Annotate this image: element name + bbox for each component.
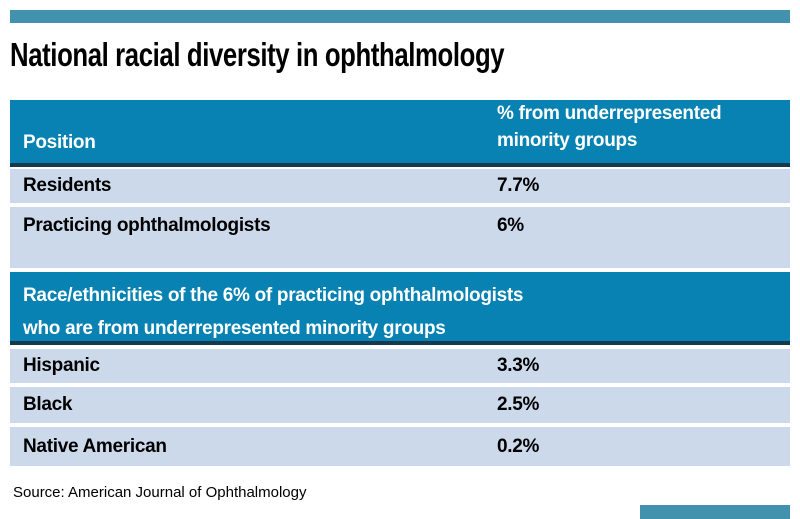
top-accent-bar bbox=[10, 10, 790, 23]
column-header-percent: % from underrepresented minority groups bbox=[497, 100, 790, 154]
table-row: Hispanic 3.3% bbox=[10, 349, 790, 383]
row-value-black: 2.5% bbox=[497, 394, 540, 415]
bottom-accent-bar bbox=[640, 505, 790, 519]
table-row: Practicing ophthalmologists 6% bbox=[10, 207, 790, 268]
table-row: Residents 7.7% bbox=[10, 169, 790, 203]
column-header-position: Position bbox=[23, 132, 96, 153]
table-row: Black 2.5% bbox=[10, 387, 790, 423]
table-header-row: Position % from underrepresented minorit… bbox=[10, 100, 790, 167]
row-label-practicing-ophthalmologists: Practicing ophthalmologists bbox=[23, 215, 271, 236]
row-value-native-american: 0.2% bbox=[497, 435, 540, 457]
source-attribution: Source: American Journal of Ophthalmolog… bbox=[13, 484, 307, 501]
row-label-residents: Residents bbox=[23, 175, 112, 196]
page-title: National racial diversity in ophthalmolo… bbox=[10, 36, 505, 73]
row-label-black: Black bbox=[23, 394, 73, 415]
diversity-table: Position % from underrepresented minorit… bbox=[10, 100, 790, 466]
row-value-practicing-ophthalmologists: 6% bbox=[497, 215, 524, 236]
section-header-line2: who are from underrepresented minority g… bbox=[23, 318, 446, 339]
table-row: Native American 0.2% bbox=[10, 427, 790, 466]
row-label-native-american: Native American bbox=[23, 435, 167, 457]
row-label-hispanic: Hispanic bbox=[23, 355, 100, 376]
column-header-percent-line1: % from underrepresented bbox=[497, 103, 722, 124]
column-header-percent-line2: minority groups bbox=[497, 130, 638, 151]
section-header-line1: Race/ethnicities of the 6% of practicing… bbox=[23, 285, 524, 306]
row-value-residents: 7.7% bbox=[497, 175, 540, 196]
row-value-hispanic: 3.3% bbox=[497, 355, 540, 376]
section-header-band: Race/ethnicities of the 6% of practicing… bbox=[10, 272, 790, 345]
